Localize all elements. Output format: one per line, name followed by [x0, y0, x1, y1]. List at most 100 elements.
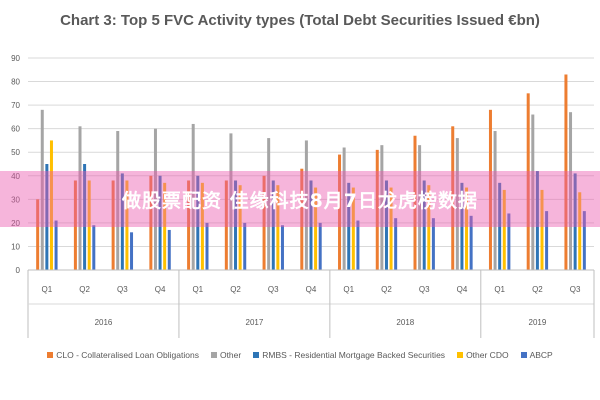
bar: [309, 180, 313, 270]
bar: [149, 175, 153, 270]
bar: [280, 225, 284, 270]
x-tick-label: Q3: [268, 285, 279, 294]
legend-swatch: [47, 352, 54, 358]
bar: [493, 131, 497, 270]
bar: [130, 232, 134, 270]
bar: [347, 182, 351, 270]
bar: [276, 185, 280, 270]
bar: [78, 126, 82, 270]
y-tick-label: 60: [11, 125, 20, 134]
legend-swatch: [520, 352, 527, 358]
bar: [120, 173, 124, 270]
x-tick-label: Q1: [494, 285, 505, 294]
bar: [167, 229, 171, 270]
bar: [394, 218, 398, 270]
bar: [488, 109, 492, 270]
legend-swatch: [457, 352, 464, 358]
bar: [45, 164, 49, 270]
y-tick-label: 0: [16, 266, 21, 275]
legend-swatch: [210, 352, 217, 358]
bar: [351, 187, 355, 270]
y-tick-label: 80: [11, 78, 20, 87]
chart-title: Chart 3: Top 5 FVC Activity types (Total…: [60, 12, 540, 29]
bar: [73, 180, 77, 270]
bar: [469, 215, 473, 270]
legend-label: RMBS - Residential Mortgage Backed Secur…: [262, 350, 446, 360]
x-tick-label: Q3: [419, 285, 430, 294]
bar: [187, 180, 191, 270]
bar: [40, 109, 44, 270]
group-label: 2018: [396, 318, 414, 327]
y-tick-label: 40: [11, 172, 20, 181]
bar: [451, 126, 455, 270]
bar: [243, 222, 247, 270]
bar: [564, 74, 568, 270]
bar: [380, 145, 384, 270]
bar: [413, 135, 417, 270]
bar: [535, 171, 539, 270]
watermark-banner: 做股票配资 佳缘科技8月7日龙虎榜数据: [0, 171, 600, 227]
legend-swatch: [253, 352, 260, 358]
bar: [375, 149, 379, 270]
group-label: 2017: [246, 318, 264, 327]
bar: [158, 175, 162, 270]
bar: [116, 131, 120, 270]
bar: [342, 147, 346, 270]
y-tick-label: 10: [11, 242, 20, 251]
watermark-text: 做股票配资 佳缘科技8月7日龙虎榜数据: [121, 189, 479, 212]
bar: [540, 189, 544, 270]
bar: [224, 180, 228, 270]
bar: [356, 220, 360, 270]
bar: [83, 164, 87, 270]
bar: [205, 222, 209, 270]
bar: [422, 180, 426, 270]
legend-label: ABCP: [529, 350, 553, 360]
bar: [196, 175, 200, 270]
bar: [304, 140, 308, 270]
bar: [92, 225, 96, 270]
bar: [125, 180, 129, 270]
bar: [431, 218, 435, 270]
bar: [578, 192, 582, 270]
legend-label: Other: [219, 350, 242, 360]
bar: [238, 185, 242, 270]
bar: [300, 168, 304, 270]
y-tick-label: 90: [11, 54, 20, 63]
x-tick-label: Q1: [42, 285, 53, 294]
bar: [389, 187, 393, 270]
x-tick-label: Q2: [381, 285, 392, 294]
x-tick-label: Q3: [117, 285, 128, 294]
legend-item: ABCP: [520, 350, 553, 360]
x-tick-label: Q2: [230, 285, 241, 294]
x-tick-label: Q2: [532, 285, 543, 294]
bar: [229, 133, 233, 270]
legend-label: Other CDO: [466, 350, 509, 360]
x-tick-label: Q4: [155, 285, 166, 294]
bar: [153, 128, 157, 270]
bar: [49, 140, 53, 270]
bar: [384, 180, 388, 270]
bar: [36, 199, 40, 270]
bar-series: [36, 74, 586, 271]
bar: [507, 213, 511, 270]
chart-legend: CLO - Collateralised Loan Obligations Oth…: [0, 350, 600, 360]
bar: [498, 182, 502, 270]
y-tick-label: 30: [11, 195, 20, 204]
x-axis: Q1 Q2 Q3 Q4 Q1 Q2 Q3 Q4 Q1 Q2 Q3 Q4 Q1 Q2 Q3 2016 2017 20…: [27, 269, 595, 338]
x-tick-label: Q1: [343, 285, 354, 294]
legend-item: Other CDO: [457, 350, 509, 360]
bar: [569, 112, 573, 270]
y-tick-label: 20: [11, 219, 20, 228]
group-label: 2016: [95, 318, 113, 327]
bar: [87, 180, 91, 270]
bar: [318, 222, 322, 270]
group-label: 2019: [529, 318, 547, 327]
legend-item: Other: [210, 350, 242, 360]
bar: [427, 185, 431, 270]
legend-label: CLO - Collateralised Loan Obligations: [56, 350, 199, 360]
x-tick-label: Q4: [306, 285, 317, 294]
bar: [502, 189, 506, 270]
bar: [455, 138, 459, 270]
bar: [573, 173, 577, 270]
